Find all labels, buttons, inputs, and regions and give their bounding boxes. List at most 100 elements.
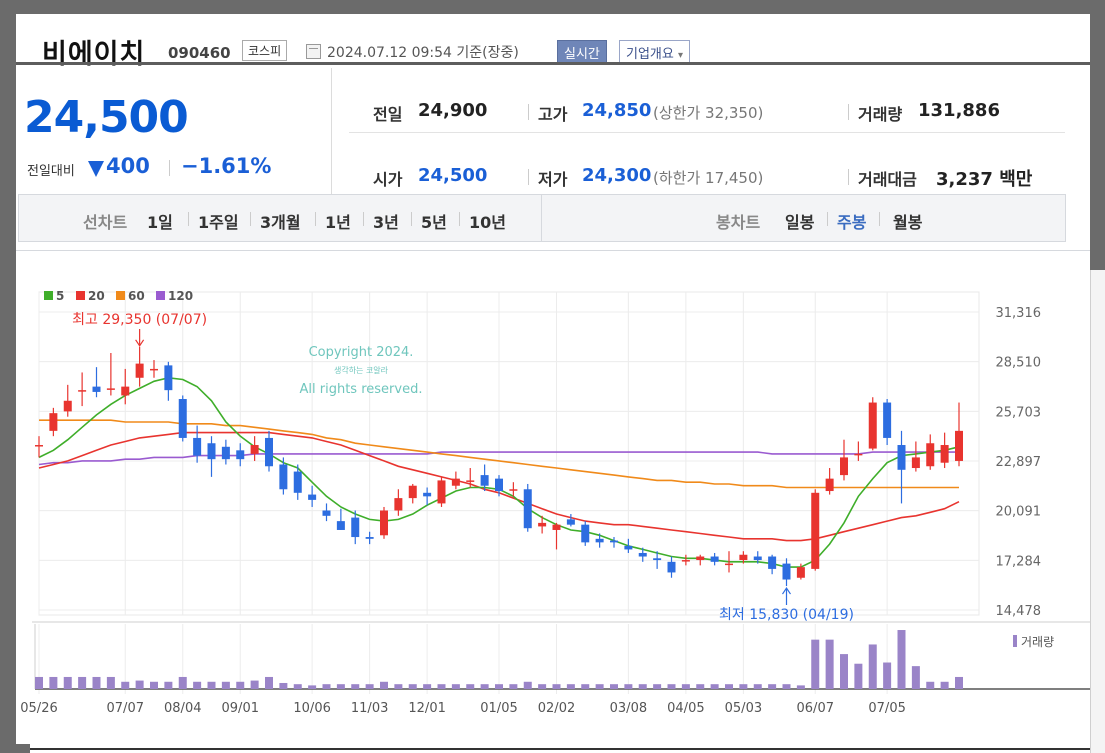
tab-line-chart[interactable]: 선차트 (83, 213, 128, 232)
candle (667, 556, 676, 578)
tab-weekly[interactable]: 주봉 (837, 213, 867, 232)
candle (638, 547, 647, 562)
tab-sep (879, 212, 880, 226)
company-overview-button[interactable]: 기업개요 ▾ (619, 40, 691, 65)
bottom-line (30, 748, 1090, 750)
candle-body (825, 478, 834, 492)
candle (480, 464, 489, 492)
candle-body (265, 437, 273, 467)
candle (610, 537, 618, 548)
open-label: 시가 (373, 170, 403, 189)
x-tick-label: 05/03 (725, 701, 762, 716)
candle (911, 441, 920, 472)
volume-legend-label: 거래량 (1021, 635, 1054, 649)
amount-label: 거래대금 (858, 170, 917, 189)
realtime-button[interactable]: 실시간 (557, 40, 607, 65)
candle-body (78, 390, 87, 392)
tab-3y[interactable]: 3년 (373, 213, 399, 232)
candle-body (365, 537, 374, 539)
y-tick-label: 28,510 (996, 356, 1042, 371)
tab-1d[interactable]: 1일 (147, 213, 173, 232)
x-tick-label: 02/02 (538, 701, 575, 716)
tab-candle-chart[interactable]: 봉차트 (716, 213, 761, 232)
high-annotation: 최고 29,350 (07/07) (72, 312, 207, 328)
candle-body (811, 492, 820, 569)
candle (782, 558, 791, 587)
tab-monthly[interactable]: 월봉 (893, 213, 923, 232)
volume-bar (955, 676, 963, 689)
candle (365, 531, 374, 545)
candle (121, 368, 130, 405)
candle-body (250, 445, 259, 454)
high-arrow-head (135, 339, 145, 347)
candle-body (322, 510, 331, 516)
chart-grid (32, 291, 1090, 694)
candle (811, 489, 820, 571)
stock-chart[interactable]: 거래량 31,316 28,510 25,703 22,897 20,091 17,284… (16, 251, 1090, 745)
candle-body (466, 480, 475, 482)
candle-body (638, 552, 647, 557)
volume-bar (380, 681, 388, 689)
candle (466, 468, 475, 488)
volume-bar (437, 684, 446, 689)
y-tick-label: 22,897 (996, 455, 1042, 470)
tab-10y[interactable]: 10년 (469, 213, 506, 232)
candle (336, 508, 345, 530)
volume-bar (768, 684, 777, 689)
candle (236, 443, 245, 467)
x-tick-label: 12/01 (408, 701, 445, 716)
volume-bar (782, 684, 791, 689)
candle (178, 395, 187, 442)
volume-bar (811, 639, 820, 689)
volume-bar (293, 684, 302, 689)
candle (35, 436, 43, 458)
candle (840, 439, 848, 481)
candle (868, 397, 877, 451)
volume-bar (250, 680, 259, 689)
candle (207, 436, 216, 477)
volume-bar (394, 684, 403, 689)
candle (523, 483, 532, 532)
info-row-divider (349, 132, 1065, 133)
candle (624, 538, 633, 553)
candle (49, 407, 58, 437)
tab-3m[interactable]: 3개월 (260, 213, 301, 232)
volume-bar (523, 681, 532, 689)
candle-body (451, 478, 460, 486)
volume-bar (854, 663, 863, 689)
market-badge: 코스피 (242, 40, 288, 61)
volume-bar (883, 662, 892, 689)
candle (408, 483, 417, 504)
candle-body (408, 485, 417, 499)
volume-bar (624, 684, 633, 689)
volume-bar (667, 684, 676, 689)
tab-sep (188, 212, 189, 226)
volume-bar (926, 681, 935, 689)
volume-bar (897, 630, 906, 689)
candle (193, 425, 202, 463)
candle (566, 514, 575, 527)
copyright-line: Copyright 2024. (309, 345, 414, 360)
candle-body (293, 471, 302, 493)
volume-bar (408, 684, 417, 689)
lower-limit: (하한가 17,450) (653, 169, 764, 187)
chart-annotations: 최고 29,350 (07/07) 최저 15,830 (04/19) Copyri… (72, 312, 854, 623)
candle-body (897, 445, 906, 470)
tab-1y[interactable]: 1년 (325, 213, 351, 232)
candle-body (926, 443, 935, 467)
candle-body (495, 478, 503, 492)
candle (854, 441, 863, 461)
volume-bar (106, 676, 115, 689)
tab-daily[interactable]: 일봉 (785, 213, 815, 232)
x-tick-label: 10/06 (293, 701, 330, 716)
copyright-rights: All rights reserved. (300, 382, 423, 397)
tab-sep (250, 212, 251, 226)
candle-body (883, 402, 892, 438)
candle (768, 554, 777, 575)
candle-body (35, 445, 43, 447)
legend-swatch (76, 291, 85, 300)
tab-1w[interactable]: 1주일 (198, 213, 239, 232)
candle-body (911, 457, 920, 469)
candle-body (667, 561, 676, 573)
tab-5y[interactable]: 5년 (421, 213, 447, 232)
